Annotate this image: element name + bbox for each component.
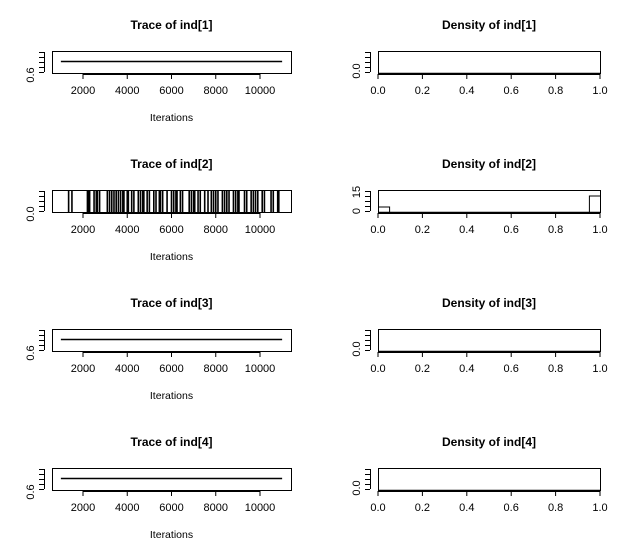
histogram-bar [378,206,391,213]
x-tick-label: 0.0 [370,502,385,514]
trace-panel-2: Trace of ind[2] 2000 4000 6000 8000 10000 0.0 I… [25,157,292,263]
x-tick-label: 6000 [159,363,183,375]
panel-title: Trace of ind[3] [130,296,212,310]
x-tick-label: 8000 [204,502,228,514]
x-tick-label: 1.0 [592,85,607,97]
plot-frame [378,329,601,352]
density-panel-4: Density of ind[4] 0.0 0.2 0.4 0.6 0.8 1.0 0.0 [351,435,608,514]
trace-panel-1: Trace of ind[1] 2000 4000 6000 8000 10000 0.6 I… [25,18,292,124]
plot-frame [52,51,292,74]
x-tick-label: 0.8 [548,224,563,236]
y-tick-label: 15 [351,186,363,198]
density-panel-3: Density of ind[3] 0.0 0.2 0.4 0.6 0.8 1.0 0.0 [351,296,608,375]
x-tick-label: 4000 [115,363,139,375]
x-tick-label: 8000 [204,224,228,236]
x-tick-label: 4000 [115,85,139,97]
x-tick-label: 0.2 [415,502,430,514]
x-tick-label: 0.4 [459,224,474,236]
x-tick-label: 0.2 [415,224,430,236]
x-tick-label: 0.4 [459,502,474,514]
x-tick-label: 4000 [115,224,139,236]
x-tick-label: 2000 [71,502,95,514]
y-tick-label: 0.0 [25,206,37,221]
x-axis-label: Iterations [150,390,193,402]
x-tick-label: 8000 [204,363,228,375]
plot-frame [378,51,601,74]
x-tick-label: 0.8 [548,85,563,97]
x-tick-label: 6000 [159,502,183,514]
x-tick-label: 0.0 [370,85,385,97]
x-tick-label: 0.0 [370,363,385,375]
x-tick-label: 0.6 [504,224,519,236]
x-tick-label: 0.2 [415,85,430,97]
plot-frame [378,468,601,491]
panel-title: Trace of ind[1] [130,18,212,32]
y-tick-label: 0.0 [351,63,363,78]
x-axis-label: Iterations [150,529,193,541]
x-tick-label: 4000 [115,502,139,514]
plot-frame [52,190,292,213]
panel-title: Density of ind[2] [442,157,536,171]
y-tick-label: 0 [351,208,363,214]
x-tick-label: 8000 [204,85,228,97]
x-axis-label: Iterations [150,112,193,124]
density-panel-2: Density of ind[2] 0.0 0.2 0.4 0.6 0.8 1.0 0 15 [351,157,608,236]
x-tick-label: 2000 [71,363,95,375]
x-tick-label: 0.6 [504,502,519,514]
x-tick-label: 2000 [71,224,95,236]
x-tick-label: 0.6 [504,363,519,375]
x-tick-label: 10000 [245,224,276,236]
trace-panel-3: Trace of ind[3] 2000 4000 6000 8000 10000 0.6 I… [25,296,292,402]
x-tick-label: 10000 [245,85,276,97]
panel-title: Density of ind[1] [442,18,536,32]
x-tick-label: 6000 [159,224,183,236]
x-tick-label: 0.4 [459,85,474,97]
x-tick-label: 0.6 [504,85,519,97]
y-tick-label: 0.6 [25,345,37,360]
x-tick-label: 6000 [159,85,183,97]
x-tick-label: 0.8 [548,363,563,375]
x-tick-label: 0.4 [459,363,474,375]
x-tick-label: 0.2 [415,363,430,375]
y-tick-label: 0.6 [25,484,37,499]
y-tick-label: 0.0 [351,480,363,495]
panel-title: Density of ind[4] [442,435,536,449]
plot-frame [52,329,292,352]
y-tick-label: 0.0 [351,341,363,356]
x-tick-label: 1.0 [592,224,607,236]
panel-title: Trace of ind[2] [130,157,212,171]
x-tick-label: 2000 [71,85,95,97]
plot-frame [52,468,292,491]
panel-title: Trace of ind[4] [130,435,212,449]
y-tick-label: 0.6 [25,67,37,82]
trace-panel-4: Trace of ind[4] 2000 4000 6000 8000 10000 0.6 I… [25,435,292,541]
panel-title: Density of ind[3] [442,296,536,310]
density-panel-1: Density of ind[1] 0.0 0.2 0.4 0.6 0.8 1.0 0.0 [351,18,608,97]
histogram-bar [588,195,602,213]
x-axis-label: Iterations [150,251,193,263]
plot-frame [378,190,601,213]
x-tick-label: 1.0 [592,502,607,514]
x-tick-label: 10000 [245,363,276,375]
x-tick-label: 10000 [245,502,276,514]
x-tick-label: 0.8 [548,502,563,514]
x-tick-label: 1.0 [592,363,607,375]
x-tick-label: 0.0 [370,224,385,236]
